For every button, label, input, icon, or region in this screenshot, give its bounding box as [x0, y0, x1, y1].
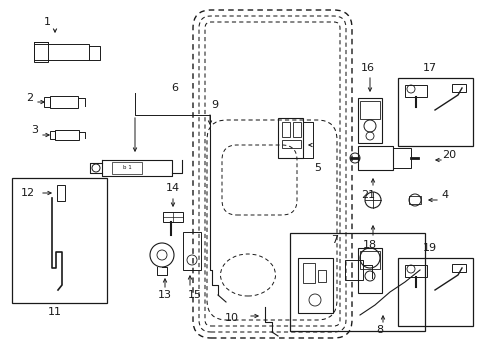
Bar	[451, 264, 465, 272]
Text: 18: 18	[362, 240, 376, 250]
Bar	[357, 98, 381, 143]
Bar	[50, 131, 55, 139]
Bar	[397, 258, 472, 326]
Bar	[357, 248, 381, 293]
Bar	[183, 232, 201, 270]
Bar	[359, 251, 379, 269]
Text: 14: 14	[165, 183, 180, 193]
Text: 3: 3	[31, 125, 39, 135]
Text: 19: 19	[422, 243, 436, 253]
Bar	[282, 122, 289, 137]
Text: 16: 16	[360, 63, 374, 73]
Text: 21: 21	[360, 190, 374, 200]
Text: b 1: b 1	[122, 166, 131, 171]
Bar	[408, 196, 420, 204]
Bar	[44, 97, 50, 107]
Bar	[57, 185, 65, 201]
Text: 10: 10	[224, 313, 239, 323]
Text: 7: 7	[331, 235, 338, 245]
Text: 6: 6	[171, 83, 178, 93]
Text: 15: 15	[187, 290, 202, 300]
Text: 17: 17	[422, 63, 436, 73]
Bar	[12, 178, 107, 303]
Text: 11: 11	[48, 307, 62, 317]
Text: 1: 1	[43, 17, 50, 27]
Bar	[50, 96, 78, 108]
Bar	[163, 212, 183, 222]
Bar	[112, 162, 142, 174]
Text: 13: 13	[158, 290, 172, 300]
Bar	[345, 260, 362, 280]
Text: 9: 9	[211, 100, 218, 110]
Text: 20: 20	[441, 150, 455, 160]
Bar	[404, 265, 426, 277]
Text: 5: 5	[314, 163, 321, 173]
Bar	[451, 84, 465, 92]
Bar	[34, 44, 89, 60]
Bar	[282, 140, 301, 148]
Text: 2: 2	[26, 93, 34, 103]
Bar	[317, 270, 325, 282]
Bar	[359, 101, 379, 119]
Bar	[297, 258, 332, 313]
Bar	[303, 263, 314, 283]
Bar	[289, 233, 424, 331]
Bar	[34, 42, 48, 62]
Bar	[278, 118, 303, 158]
Text: 8: 8	[376, 325, 383, 335]
Bar	[292, 122, 301, 137]
Bar	[397, 78, 472, 146]
Bar	[392, 148, 410, 168]
Bar	[404, 85, 426, 97]
Text: 12: 12	[21, 188, 35, 198]
Text: 4: 4	[441, 190, 447, 200]
Bar	[357, 146, 392, 170]
Bar	[55, 130, 79, 140]
